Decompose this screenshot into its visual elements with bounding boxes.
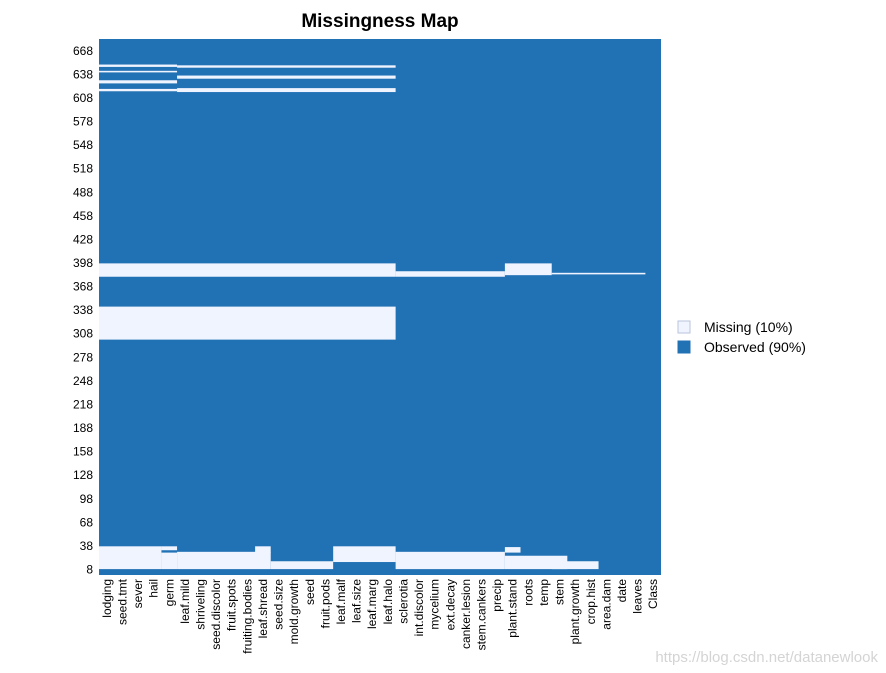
y-tick-label-428: 428	[73, 232, 93, 246]
x-tick-label-leaf-mild: leaf.mild	[178, 579, 192, 624]
missing-block-8	[99, 88, 178, 92]
y-tick-label-98: 98	[80, 492, 94, 506]
x-tick-label-fruit-pods: fruit.pods	[318, 579, 332, 628]
x-tick-label-leaves: leaves	[631, 579, 645, 614]
y-tick-label-218: 218	[73, 398, 93, 412]
y-tick-label-518: 518	[73, 162, 93, 176]
missing-block-12	[99, 546, 162, 570]
missing-block-18	[333, 546, 396, 563]
missing-block-15	[177, 551, 271, 570]
x-tick-label-int-discolor: int.discolor	[412, 579, 426, 636]
x-tick-label-canker-lesion: canker.lesion	[459, 579, 473, 649]
x-tick-label-seed-tmt: seed.tmt	[115, 578, 129, 625]
x-tick-label-crop-hist: crop.hist	[584, 578, 598, 624]
y-tick-label-368: 368	[73, 280, 93, 294]
y-tick-label-338: 338	[73, 303, 93, 317]
x-tick-label-seed-discolor: seed.discolor	[209, 579, 223, 650]
x-tick-label-leaf-size: leaf.size	[350, 579, 364, 623]
plot-area	[99, 39, 661, 575]
x-tick-label-roots: roots	[521, 579, 535, 606]
y-tick-label-8: 8	[86, 563, 93, 577]
y-tick-label-668: 668	[73, 44, 93, 58]
x-tick-label-area-dam: area.dam	[599, 579, 613, 630]
y-tick-label-248: 248	[73, 374, 93, 388]
y-tick-label-128: 128	[73, 468, 93, 482]
x-tick-label-stem: stem	[553, 579, 567, 605]
x-axis-tick-labels: lodging seed.tmt sever hail germ leaf.mild shr…	[100, 578, 660, 653]
x-tick-label-plant-growth: plant.growth	[568, 579, 582, 644]
x-tick-label-precip: precip	[490, 579, 504, 612]
legend-swatch-observed	[677, 340, 691, 354]
missing-block-19	[395, 551, 505, 570]
missing-block-13	[161, 552, 178, 570]
x-tick-label-sever: sever	[131, 579, 145, 608]
chart-title: Missingness Map	[301, 11, 458, 32]
missing-block-14	[161, 546, 178, 551]
legend: Missing (10%) Observed (90%)	[677, 319, 806, 355]
x-tick-label-germ: germ	[162, 579, 176, 606]
missing-block-6	[99, 70, 178, 73]
missing-block-4	[551, 272, 646, 275]
x-tick-label-fruiting-bodies: fruiting.bodies	[240, 579, 254, 654]
y-tick-label-278: 278	[73, 350, 93, 364]
missing-block-17	[270, 561, 334, 570]
legend-label-missing: Missing (10%)	[704, 319, 793, 335]
y-tick-label-458: 458	[73, 209, 93, 223]
y-tick-label-68: 68	[80, 515, 94, 529]
missing-block-0	[99, 306, 396, 340]
x-tick-label-lodging: lodging	[100, 579, 114, 618]
x-tick-label-seed: seed	[303, 579, 317, 605]
legend-label-observed: Observed (90%)	[704, 339, 806, 355]
x-tick-label-class: Class	[646, 579, 660, 609]
x-tick-label-seed-size: seed.size	[272, 579, 286, 630]
missing-block-10	[177, 75, 396, 79]
missing-block-5	[99, 64, 178, 67]
missing-block-7	[99, 80, 178, 84]
missing-block-2	[395, 271, 505, 277]
x-tick-label-mold-growth: mold.growth	[287, 579, 301, 644]
legend-swatch-missing	[677, 320, 691, 334]
y-tick-label-548: 548	[73, 138, 93, 152]
y-tick-label-608: 608	[73, 91, 93, 105]
x-tick-label-leaf-marg: leaf.marg	[365, 579, 379, 629]
y-tick-label-38: 38	[80, 539, 94, 553]
x-tick-label-temp: temp	[537, 579, 551, 606]
y-tick-label-578: 578	[73, 115, 93, 129]
x-tick-label-leaf-malf: leaf.malf	[334, 578, 348, 624]
watermark-text: https://blog.csdn.net/datanewlook	[655, 649, 878, 666]
missing-block-22	[504, 547, 521, 553]
x-tick-label-plant-stand: plant.stand	[506, 579, 520, 638]
missing-block-11	[177, 88, 396, 93]
x-tick-label-sclerotia: sclerotia	[396, 579, 410, 624]
y-tick-label-638: 638	[73, 67, 93, 81]
x-tick-label-leaf-shread: leaf.shread	[256, 579, 270, 638]
x-tick-label-fruit-spots: fruit.spots	[225, 579, 239, 631]
y-tick-label-308: 308	[73, 327, 93, 341]
x-tick-label-shriveling: shriveling	[194, 579, 208, 630]
y-axis-tick-labels: 8 38 68 98 128 158 188 218 248 278 308 338 368 398 428…	[73, 44, 93, 577]
x-tick-label-leaf-halo: leaf.halo	[381, 579, 395, 625]
missing-block-3	[504, 263, 552, 276]
y-tick-label-158: 158	[73, 445, 93, 459]
y-tick-label-398: 398	[73, 256, 93, 270]
y-tick-label-488: 488	[73, 185, 93, 199]
y-tick-label-188: 188	[73, 421, 93, 435]
x-tick-label-mycelium: mycelium	[428, 579, 442, 630]
missing-block-1	[99, 263, 396, 277]
x-tick-label-hail: hail	[147, 579, 161, 598]
missing-block-16	[255, 546, 271, 553]
missing-block-21	[551, 561, 599, 570]
missing-block-9	[177, 65, 396, 68]
x-tick-label-stem-cankers: stem.cankers	[475, 579, 489, 650]
x-tick-label-ext-decay: ext.decay	[443, 579, 457, 630]
x-tick-label-date: date	[615, 579, 629, 603]
